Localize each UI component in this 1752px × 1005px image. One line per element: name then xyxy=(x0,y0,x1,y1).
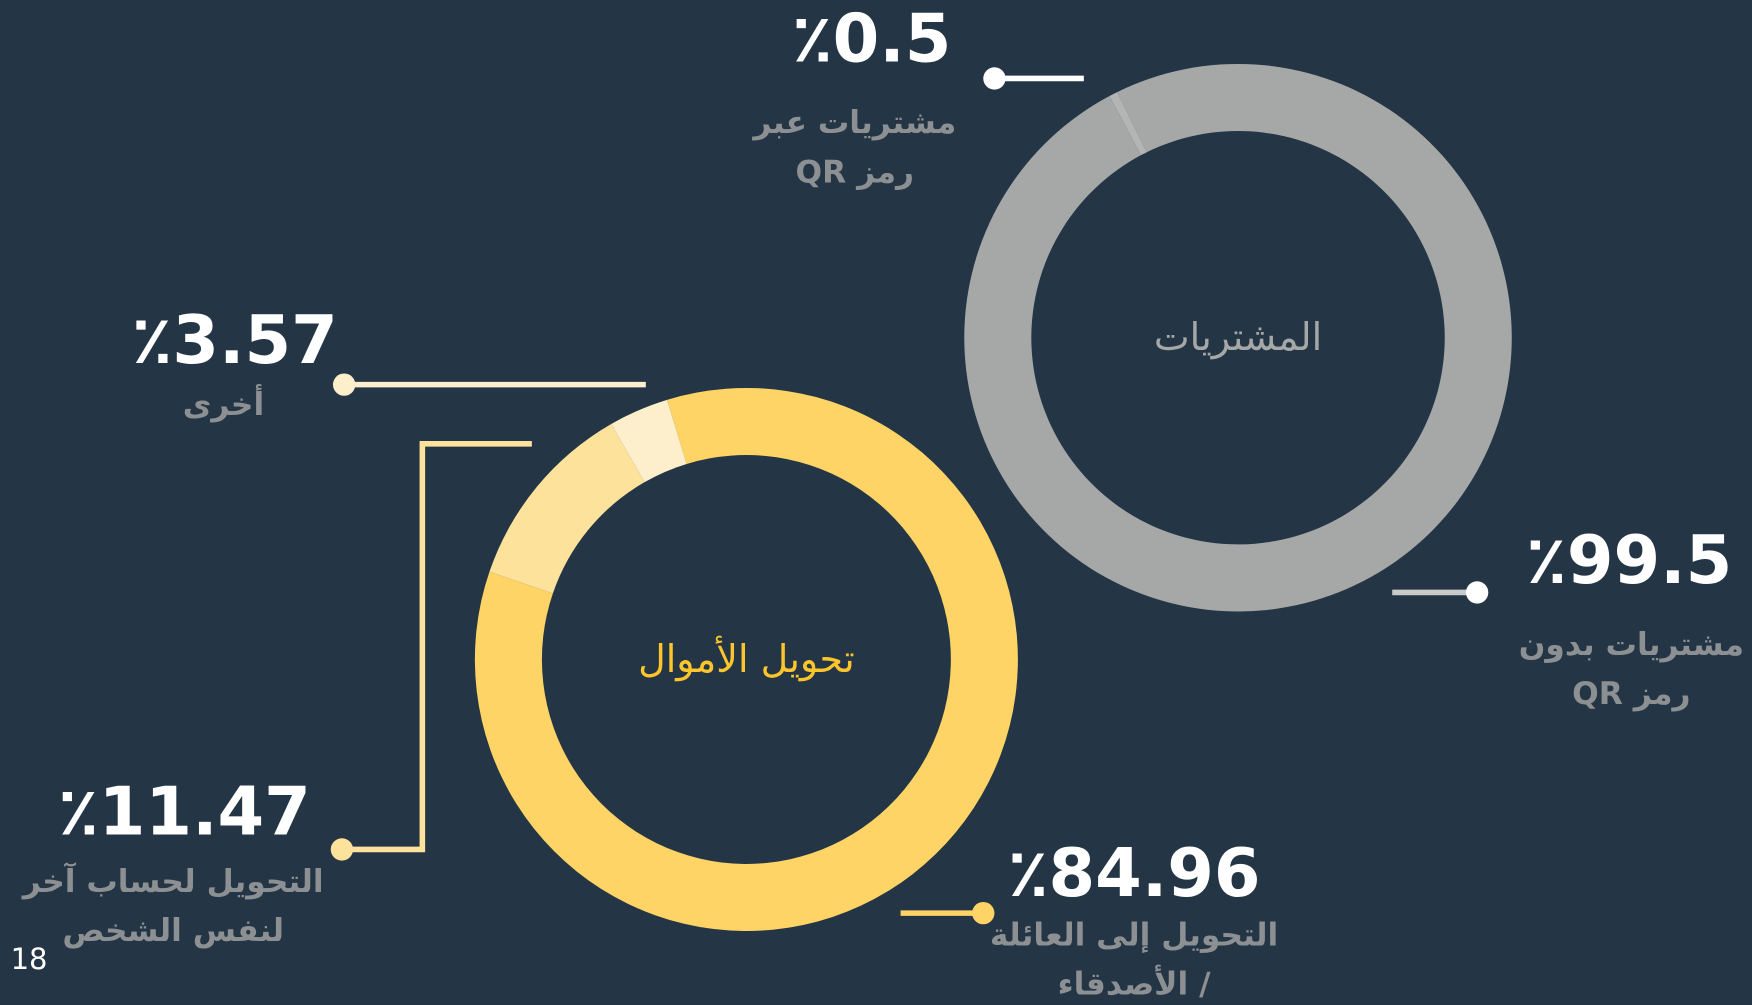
connector xyxy=(341,441,532,853)
category-label: التحويل إلى العائلة / الأصدقاء xyxy=(989,916,1279,1003)
connectors xyxy=(330,67,1489,925)
label-box: أخرى xyxy=(182,385,265,423)
value-label: ٪3.57 xyxy=(131,301,337,379)
label-box: التحويل إلى العائلة / الأصدقاء xyxy=(989,916,1279,1003)
value-label: ٪0.5 xyxy=(792,0,952,77)
center-title: تحويل الأموال xyxy=(638,637,855,682)
donut-slice xyxy=(1109,92,1147,156)
label-box: التحويل لحساب آخر لنفس الشخص xyxy=(22,862,324,949)
page-number: 18 xyxy=(11,942,48,976)
category-label: مشتريات بدون رمز QR xyxy=(1518,625,1744,713)
label-box: مشتريات عبر رمز QR xyxy=(753,104,957,191)
dot xyxy=(330,838,354,861)
label-box: المشتريات xyxy=(1153,315,1323,361)
label-box: مشتريات بدون رمز QR xyxy=(1518,625,1744,713)
value-label: ٪99.5 xyxy=(1526,521,1732,599)
category-label: مشتريات عبر رمز QR xyxy=(753,104,957,191)
category-label: التحويل لحساب آخر لنفس الشخص xyxy=(22,862,324,949)
category-label: أخرى xyxy=(182,385,265,423)
center-title: المشتريات xyxy=(1153,315,1323,361)
dot xyxy=(972,901,995,925)
donut-slice xyxy=(489,423,645,594)
dot xyxy=(332,373,356,396)
value-label: ٪11.47 xyxy=(58,772,311,850)
label-box: تحويل الأموال xyxy=(638,637,855,682)
donut-slice xyxy=(611,399,687,483)
value-label: ٪84.96 xyxy=(1008,834,1261,912)
dot xyxy=(983,67,1006,90)
dot xyxy=(1465,581,1489,604)
